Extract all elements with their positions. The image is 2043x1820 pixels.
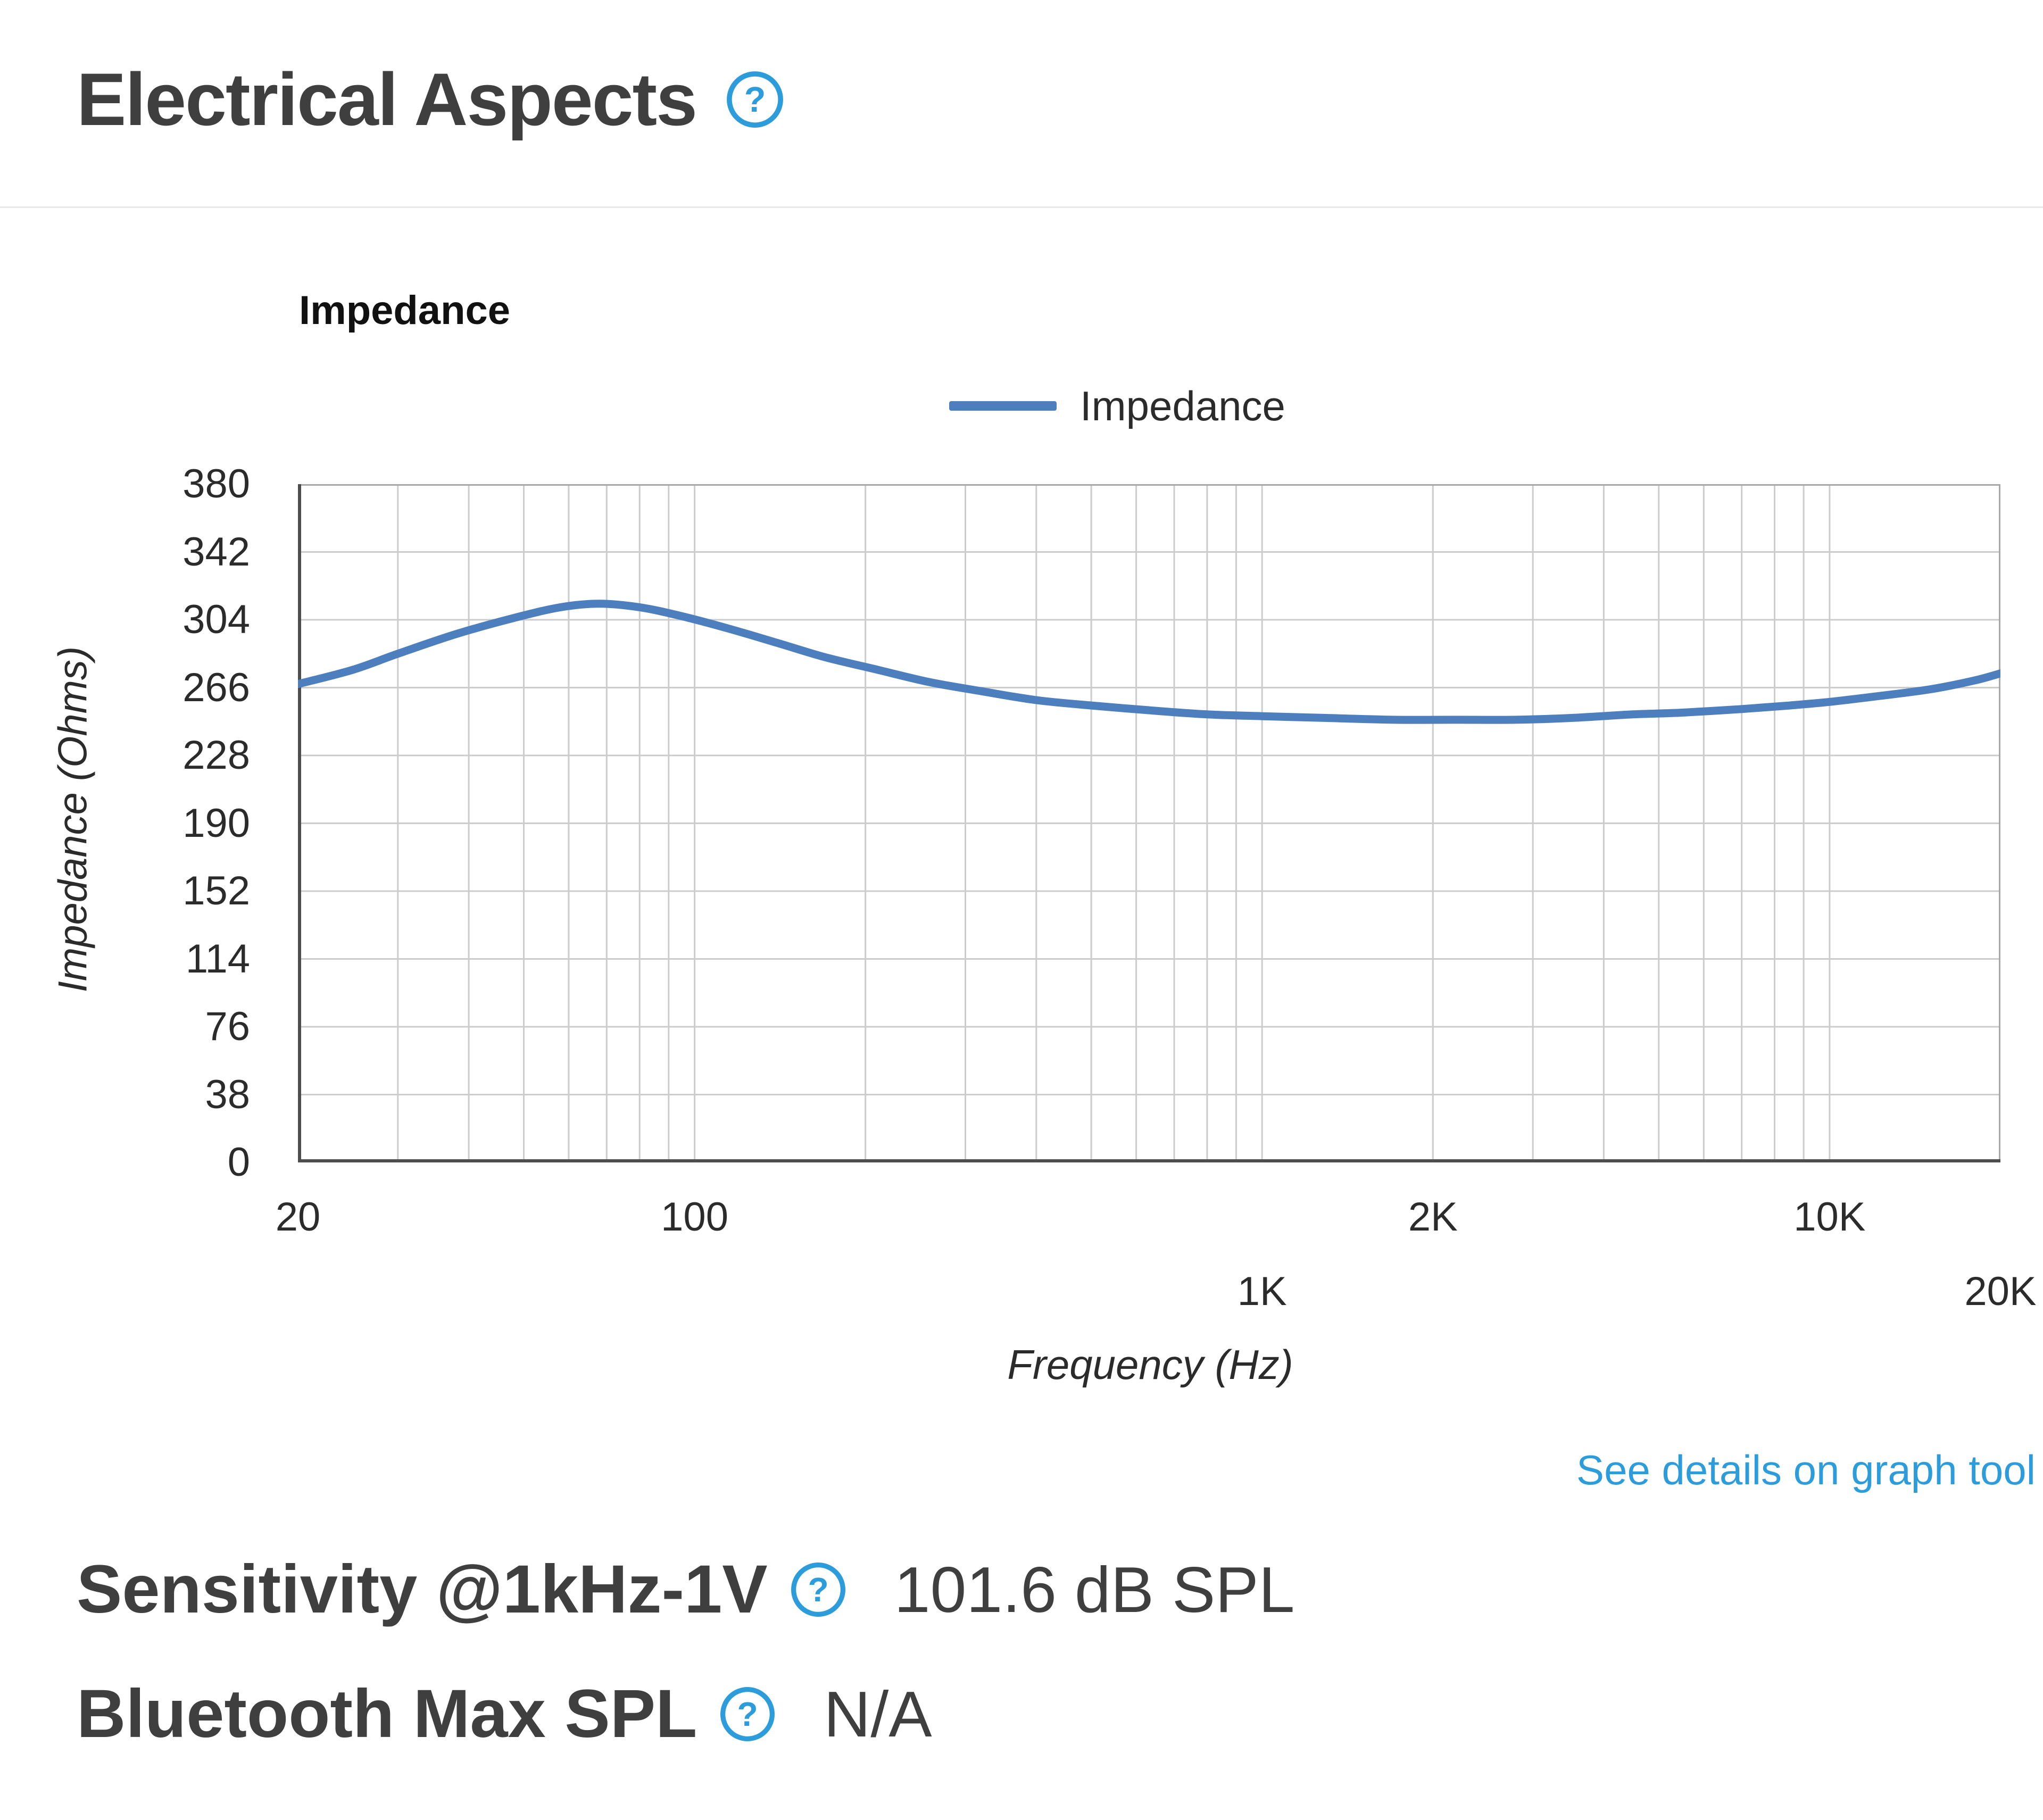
y-tick-label: 266 (182, 664, 250, 710)
y-tick-label: 380 (182, 461, 250, 506)
x-tick-label: 100 (661, 1194, 728, 1240)
help-icon[interactable]: ? (726, 70, 784, 129)
x-tick-label: 20 (275, 1194, 321, 1240)
x-axis-label: Frequency (Hz) (1007, 1341, 1293, 1388)
section-header: Electrical Aspects ? (77, 59, 784, 140)
y-tick-label: 190 (182, 800, 250, 846)
bluetooth-max-spl-value: N/A (824, 1678, 932, 1751)
svg-text:?: ? (744, 80, 766, 120)
x-tick-label: 20K (1964, 1269, 2037, 1314)
impedance-chart-svg (298, 484, 2000, 1162)
y-tick-label: 304 (182, 597, 250, 642)
plot-area[interactable] (298, 484, 2000, 1162)
y-tick-label: 114 (185, 936, 250, 982)
x-tick-label: 1K (1237, 1269, 1287, 1314)
y-tick-label: 38 (205, 1071, 250, 1117)
x-tick-label: 10K (1793, 1194, 1866, 1240)
sensitivity-help-icon[interactable]: ? (790, 1561, 846, 1618)
grid-lines (298, 484, 2000, 1162)
y-tick-label: 76 (205, 1004, 250, 1049)
impedance-curve (298, 600, 2000, 724)
chart-legend[interactable]: Impedance (949, 382, 1285, 430)
legend-label: Impedance (1080, 382, 1285, 429)
x-tick-label: 2K (1408, 1194, 1458, 1240)
y-tick-label: 228 (182, 733, 250, 778)
legend-line-swatch (949, 401, 1057, 411)
y-tick-label: 152 (182, 868, 250, 913)
bluetooth-max-spl-help-icon[interactable]: ? (719, 1686, 776, 1742)
graph-tool-link[interactable]: See details on graph tool (1576, 1447, 2036, 1493)
spec-row-bluetooth-max-spl: Bluetooth Max SPL ? N/A (77, 1676, 932, 1752)
chart-title: Impedance (299, 288, 511, 333)
section-divider (0, 206, 2043, 208)
y-tick-label: 0 (227, 1140, 250, 1185)
sensitivity-value: 101.6 dB SPL (894, 1553, 1295, 1626)
y-tick-label: 342 (182, 529, 250, 575)
spec-row-sensitivity: Sensitivity @1kHz-1V ? 101.6 dB SPL (77, 1552, 1295, 1627)
bluetooth-max-spl-label: Bluetooth Max SPL (77, 1676, 697, 1752)
svg-text:?: ? (808, 1570, 828, 1609)
svg-text:?: ? (737, 1695, 758, 1733)
sensitivity-label: Sensitivity @1kHz-1V (77, 1551, 768, 1627)
section-title: Electrical Aspects (77, 57, 697, 141)
